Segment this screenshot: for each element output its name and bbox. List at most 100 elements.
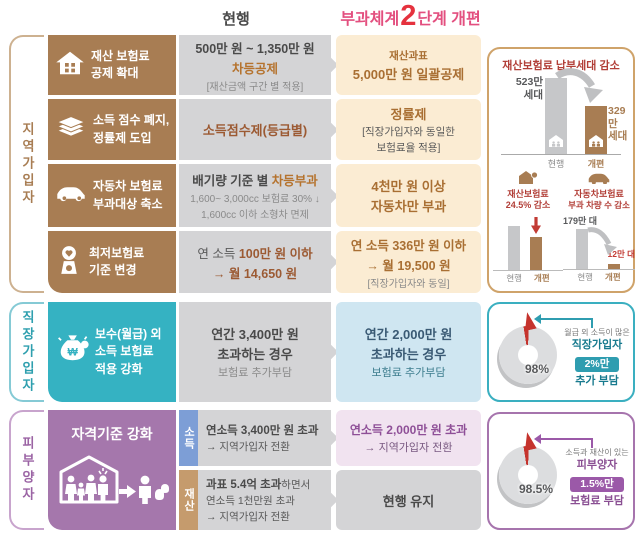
- cash-stack-icon: [55, 114, 87, 145]
- reform-text-note: 보험료율 적용]: [376, 142, 441, 154]
- current-dependent-property-body: 과표 5.4억 초과하면서 연소득 1천만원 초과 → 지역가입자 전환: [198, 470, 331, 530]
- category-label-line: 최저보험료: [89, 245, 145, 260]
- mini-chart-title: 24.5% 감소: [505, 200, 551, 211]
- mini-chart-title: 재산보험료: [507, 189, 549, 199]
- reform-text-main: → 월 19,500 원: [366, 258, 451, 273]
- reform-header-suffix: 단계 개편: [417, 10, 481, 28]
- annotation-arrow: [534, 434, 593, 448]
- category-property-deduction: 재산 보험료 공제 확대: [48, 35, 176, 95]
- reform-dependent-income: 연소득 2,000만 원 초과 → 지역가입자 전환: [336, 410, 481, 466]
- current-text-highlight: 차등공제: [231, 61, 278, 76]
- bar-unit: 세대: [523, 88, 543, 101]
- column-header-current: 현행: [222, 11, 250, 28]
- family-icon: [55, 452, 170, 509]
- category-wage-outside-income: ₩ 보수(월급) 외 소득 보험료 적용 강화: [48, 302, 176, 402]
- annotation-badge: 2%만: [574, 356, 620, 373]
- chart-panel-dependent: 98.5% 소득과 재산이 있는 피부양자 1.5%만 보험료 부담: [487, 412, 635, 530]
- reform-header-number: 2: [400, 0, 417, 32]
- criterion-label-text: 재산: [182, 488, 195, 512]
- reform-text-main: 현행 유지: [382, 493, 435, 509]
- annotation-arrow: [534, 314, 593, 328]
- annotation-badge: 1.5%만: [570, 476, 624, 493]
- current-minimum-premium: 연 소득 100만 원 이하 → 월 14,650 원: [179, 231, 331, 293]
- current-text: 배기량 기준 별 차등부과: [192, 170, 317, 189]
- reform-text-note: [직장가입자와 동일]: [367, 278, 450, 290]
- mini-bar-area: 179만 대 12만 대: [563, 214, 635, 270]
- bar-unit: 세대: [608, 130, 628, 143]
- current-text-highlight: 과표 5.4억 초과: [206, 479, 282, 491]
- group-bracket-workplace: 직장가입자: [9, 302, 44, 402]
- reform-text-main: 4천만 원 이상: [371, 179, 446, 194]
- decline-arrow-icon: [585, 226, 619, 261]
- current-text-note: → 지역가입자 전환: [206, 511, 290, 523]
- category-label-line: 재산 보험료: [91, 48, 150, 63]
- group-label-workplace: 직장가입자: [20, 309, 35, 395]
- mini-axis-labels: 현행 개편: [493, 272, 563, 284]
- category-dependent-criteria: 자격기준 강화: [48, 410, 176, 530]
- reform-minimum-premium: 연 소득 336만 원 이하 → 월 19,500 원 [직장가입자와 동일]: [336, 231, 481, 293]
- reform-text-note: [직장가입자와 동일한: [362, 126, 455, 138]
- column-header-reform: 부과체계 2 단계 개편: [318, 2, 503, 31]
- bar-reform-value: 12만 대: [607, 248, 635, 259]
- house-icon: [55, 50, 85, 81]
- bar-reform: [608, 263, 620, 269]
- current-text: 초과하는 경우: [217, 347, 293, 362]
- scale-icon: [55, 245, 83, 280]
- bar-reform-value: 329만 세대: [608, 105, 634, 143]
- reform-header-prefix: 부과체계: [340, 10, 400, 28]
- axis-label-reform: 개편: [587, 159, 605, 169]
- reform-text-main: 5,000만 원 일괄공제: [352, 66, 465, 82]
- mini-bar-area: [493, 215, 563, 271]
- category-label-line: 적용 강화: [95, 361, 143, 376]
- down-arrow-icon: [530, 216, 542, 240]
- current-text-highlight: 100만 원 이하: [238, 246, 313, 261]
- category-label-line: 정률제 도입: [93, 130, 152, 145]
- reform-text-main: 연 소득 336만 원 이하: [350, 238, 467, 253]
- house-pictogram: [589, 134, 603, 152]
- reform-wage-outside-income: 연간 2,000만 원 초과하는 경우 보험료 추가부담: [336, 302, 481, 402]
- reform-text-main: 자동차만 부과: [370, 199, 447, 214]
- house-coin-icon: [518, 171, 538, 188]
- current-text: 연간 3,400만 원: [211, 327, 299, 342]
- current-text: 과표 5.4억 초과하면서: [206, 476, 331, 492]
- current-text-highlight: 소득점수제(등급별): [202, 123, 308, 138]
- group-label-dependent: 피부양자: [20, 436, 35, 504]
- bar-current-value: 523만 세대: [495, 76, 543, 101]
- current-text-note: [재산금액 구간 별 적용]: [206, 81, 304, 93]
- bar-value: 329만: [608, 105, 626, 130]
- car-count-mini-chart: 자동차보험료 부과 차량 수 감소 179만 대 12만 대 현행 개편: [563, 171, 635, 283]
- current-text-part: 연 소득: [197, 246, 239, 261]
- workplace-donut-chart: [499, 326, 557, 384]
- current-text-note: 연소득 1천만원 초과: [206, 495, 295, 507]
- chart-title: 재산보험료 납부세대 감소: [502, 60, 620, 72]
- current-text-note: → 지역가입자 전환: [206, 441, 290, 453]
- bar-reform: [530, 236, 542, 270]
- current-text: 연 소득 100만 원 이하: [197, 243, 312, 262]
- money-bag-icon: ₩: [55, 334, 89, 371]
- current-car-premium: 배기량 기준 별 차등부과 1,600~ 3,000cc 보험료 30% ↓ 1…: [179, 164, 331, 227]
- current-text: 연소득 3,400만 원 초과: [206, 425, 319, 437]
- category-label-line: 소득 점수 폐지,: [93, 113, 170, 128]
- annotation-action: 추가 부담: [575, 375, 619, 388]
- current-dependent-property: 재산 과표 5.4억 초과하면서 연소득 1천만원 초과 → 지역가입자 전환: [179, 470, 331, 530]
- current-text-note: 보험료 추가부담: [218, 367, 292, 379]
- current-income-score: 소득점수제(등급별): [179, 99, 331, 160]
- reform-text-note: → 지역가입자 전환: [364, 442, 453, 454]
- house-pictogram: [549, 134, 563, 152]
- axis-label-current: 현행: [547, 159, 565, 169]
- criterion-label-property: 재산: [179, 470, 198, 530]
- property-premium-mini-chart: 재산보험료 24.5% 감소 현행 개편: [493, 171, 563, 284]
- axis-label-reform: 개편: [534, 272, 550, 283]
- category-label-line: 기준 변경: [89, 263, 137, 277]
- current-dependent-income-body: 연소득 3,400만 원 초과 → 지역가입자 전환: [198, 410, 331, 466]
- current-text: 500만 원 ~ 1,350만 원: [195, 41, 315, 56]
- category-label-line: 소득 보험료: [95, 344, 154, 359]
- category-label-line: 공제 확대: [91, 66, 139, 80]
- reform-text-main: 정률제: [390, 107, 427, 122]
- group-bracket-regional: 지역가입자: [9, 35, 44, 293]
- mini-chart-title: 부과 차량 수 감소: [568, 200, 630, 211]
- bar-reform: [585, 106, 607, 154]
- category-income-score: 소득 점수 폐지, 정률제 도입: [48, 99, 176, 160]
- reform-dependent-property: 현행 유지: [336, 470, 481, 530]
